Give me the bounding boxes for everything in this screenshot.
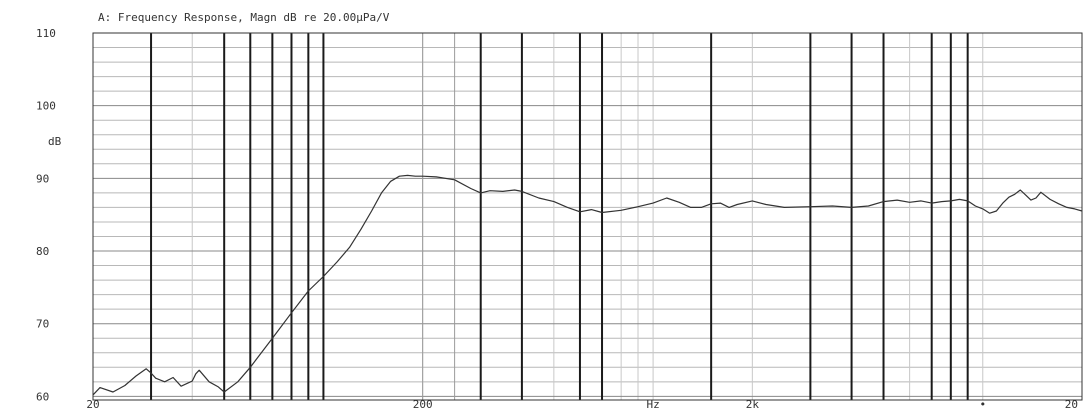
chart-title: A: Frequency Response, Magn dB re 20.00µ… <box>98 11 390 24</box>
y-axis-label: dB <box>48 135 62 148</box>
minor-grid <box>92 33 1083 400</box>
x-tick-label: 2k <box>746 398 760 410</box>
response-trace-layer <box>92 174 1083 396</box>
y-tick-label: 110 <box>36 27 56 40</box>
x-tick-label: Hz <box>646 398 659 410</box>
x-tick-label: 20 <box>86 398 99 410</box>
x-tick-label: • <box>979 398 986 410</box>
plot-frame <box>92 32 1083 401</box>
y-tick-label: 90 <box>36 172 49 185</box>
y-tick-label: 100 <box>36 100 56 113</box>
response-curve-line <box>92 174 1083 396</box>
x-tick-label: 200 <box>413 398 433 410</box>
y-tick-label: 70 <box>36 318 49 331</box>
x-tick-label: 20 <box>1065 398 1078 410</box>
y-tick-label: 60 <box>36 390 49 403</box>
y-tick-label: 80 <box>36 245 49 258</box>
y-axis-tick-labels: 110 100 90 80 70 60 <box>36 27 56 403</box>
x-axis-tick-labels: 20 200 Hz 2k • 20 <box>86 398 1078 410</box>
major-grid <box>93 32 1082 400</box>
